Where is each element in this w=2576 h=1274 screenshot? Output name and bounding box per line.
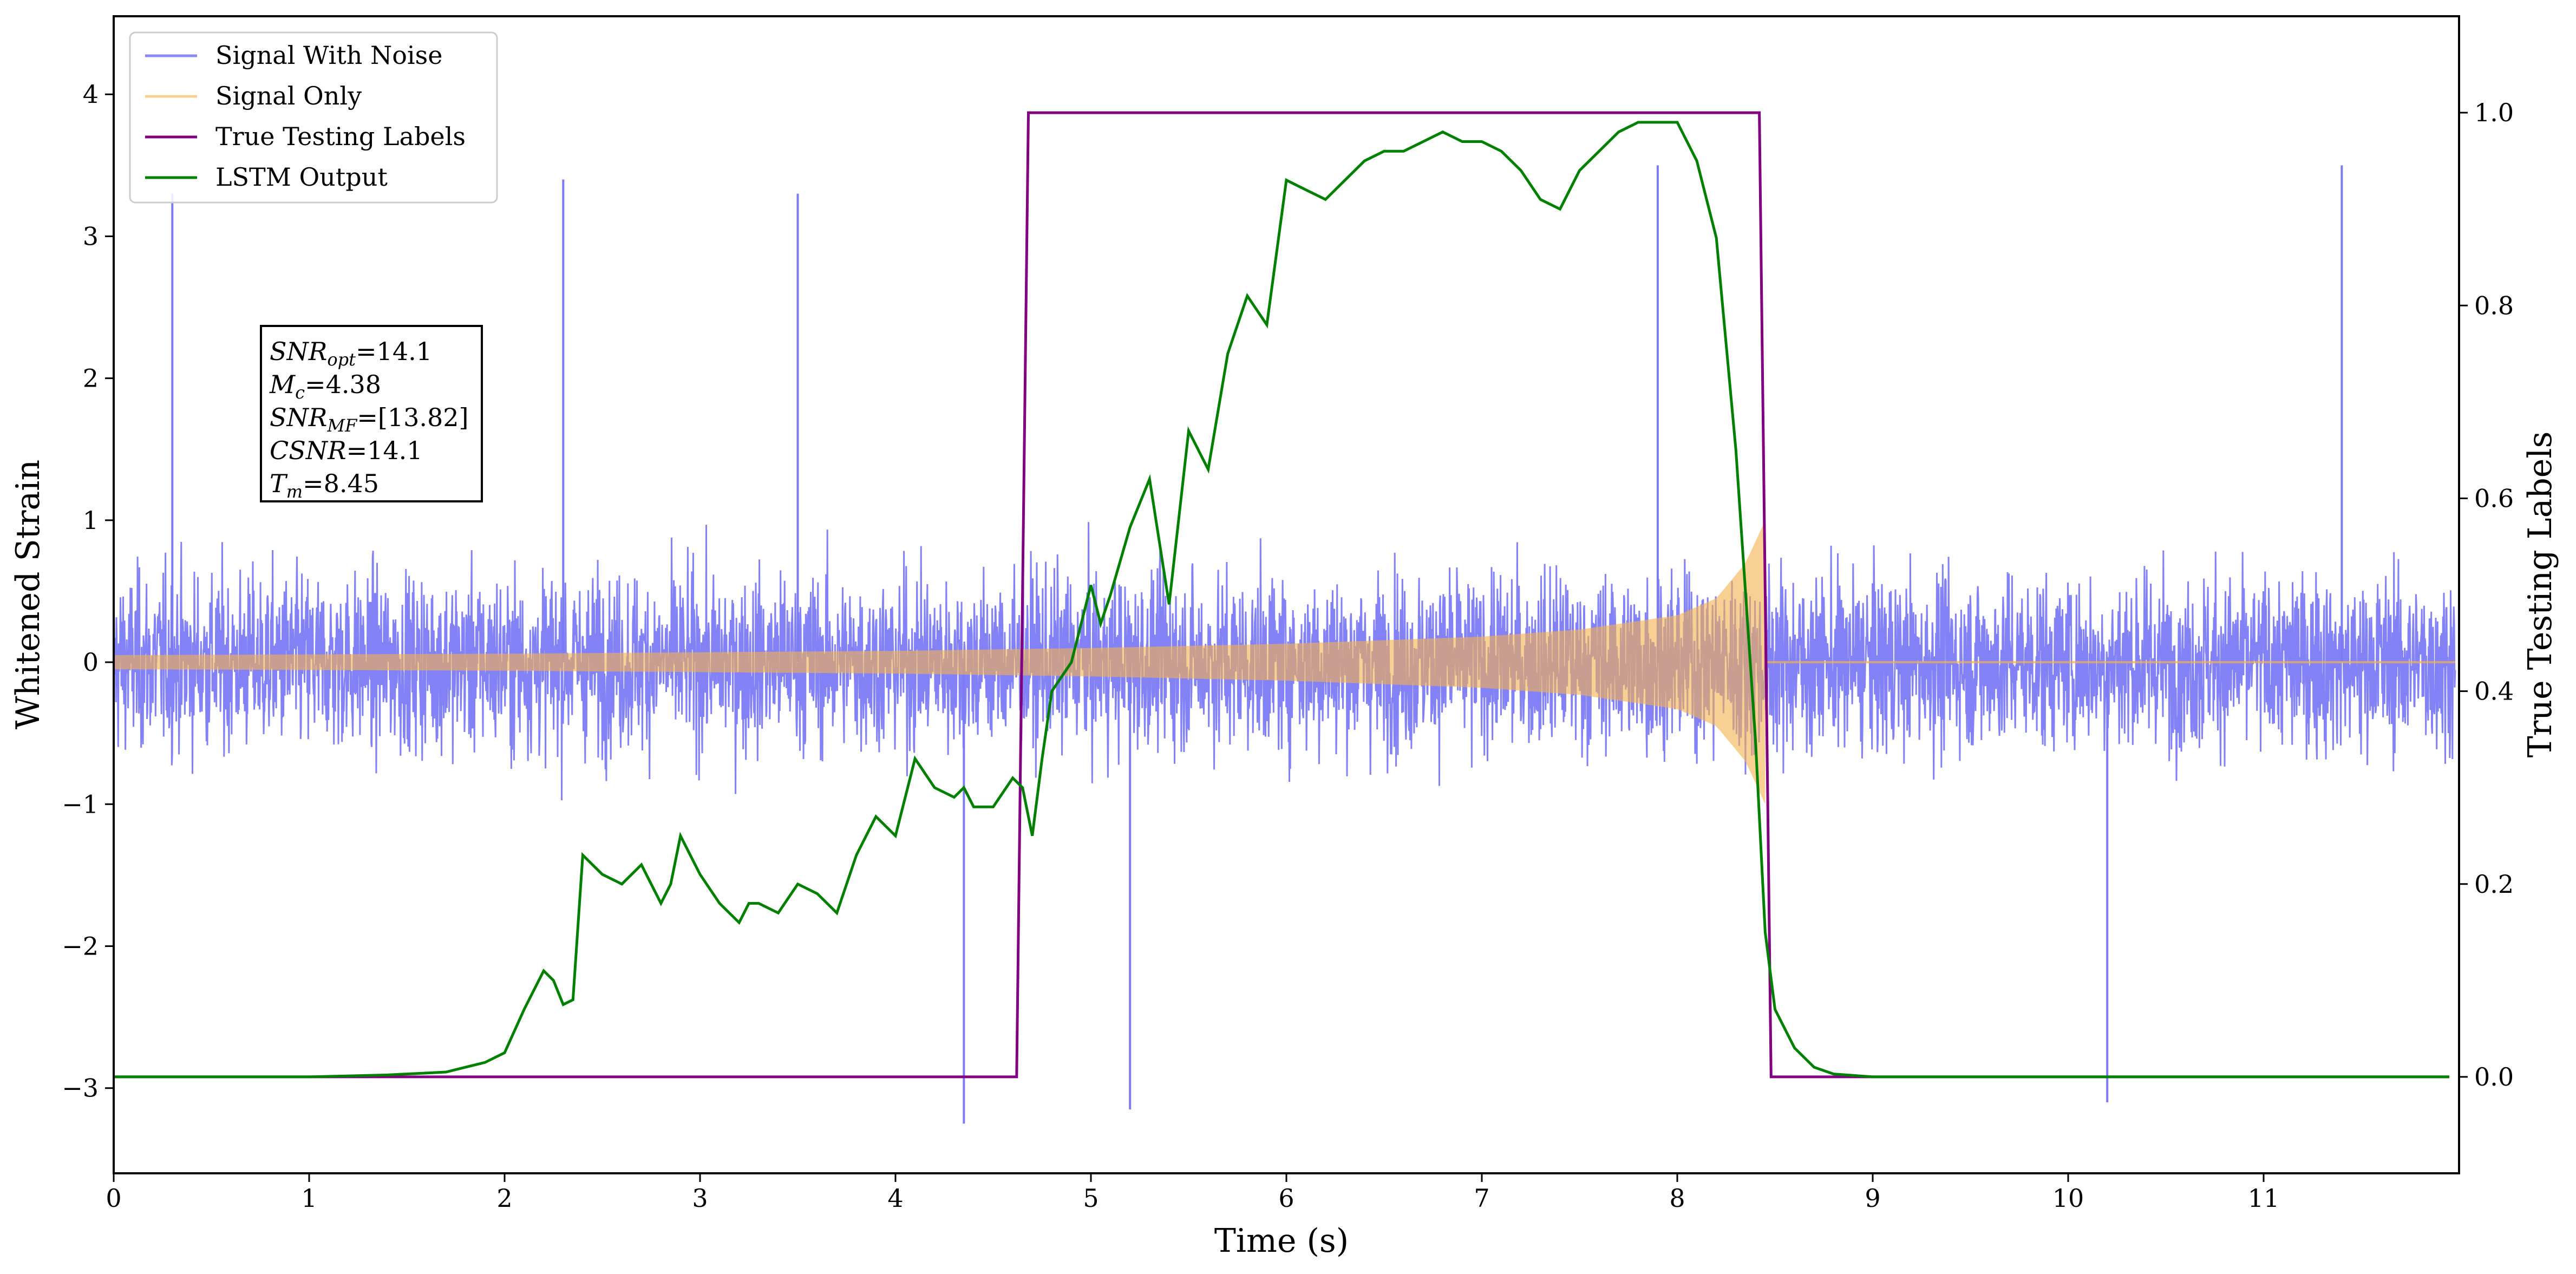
x-tick-label: 7: [1474, 1184, 1489, 1213]
y-tick-label: 1: [83, 506, 99, 535]
plot-area: [114, 111, 2456, 1124]
annotation-frame: [260, 325, 483, 502]
lstm-output-line: [114, 121, 2449, 1079]
y-tick-label: 3: [83, 221, 99, 251]
legend-label-lstm-output: LSTM Output: [215, 162, 388, 192]
y-tick-label: 0: [83, 648, 99, 677]
y-axis-right: 0.0 0.2 0.4 0.6 0.8 1.0: [2459, 98, 2514, 1092]
y2-tick-label: 1.0: [2474, 98, 2514, 127]
x-tick-label: 2: [496, 1184, 512, 1213]
annotation-line: Mc=4.38: [269, 370, 381, 403]
y-tick-label: −2: [62, 931, 99, 961]
x-axis: 0 1 2 3 4 5 6 7 8 9 10 11: [106, 1173, 2279, 1213]
y2-axis-label: True Testing Labels: [2521, 432, 2559, 758]
x-tick-label: 6: [1278, 1184, 1294, 1213]
y-tick-label: −1: [62, 789, 99, 819]
legend-label-signal-with-noise: Signal With Noise: [215, 41, 442, 70]
legend-label-signal-only: Signal Only: [215, 81, 362, 110]
series-lstm-output: [114, 121, 2449, 1079]
y-axis-left: −3 −2 −1 0 1 2 3 4: [62, 80, 114, 1103]
x-tick-label: 10: [2052, 1184, 2084, 1213]
x-axis-label: Time (s): [1214, 1222, 1349, 1260]
y2-tick-label: 0.8: [2474, 291, 2514, 320]
signal-only-band: [114, 520, 1766, 805]
x-tick-label: 4: [887, 1184, 903, 1213]
y-tick-label: 2: [83, 364, 99, 393]
x-tick-label: 8: [1669, 1184, 1685, 1213]
x-tick-label: 3: [692, 1184, 708, 1213]
annotation-line: Tm=8.45: [270, 469, 379, 502]
legend: Signal With Noise Signal Only True Testi…: [129, 31, 498, 204]
annotation-line: SNRopt=14.1: [270, 337, 432, 370]
y-tick-label: 4: [83, 80, 99, 109]
annotation-box: SNRopt=14.1Mc=4.38SNRMF=[13.82]CSNR=14.1…: [260, 325, 483, 502]
y2-tick-label: 0.6: [2474, 484, 2514, 513]
annotation-line: CSNR=14.1: [270, 436, 423, 465]
annotation-line: SNRMF=[13.82]: [270, 403, 469, 436]
x-tick-label: 1: [301, 1184, 317, 1213]
x-tick-label: 9: [1865, 1184, 1880, 1213]
y2-tick-label: 0.2: [2474, 870, 2514, 899]
y2-tick-label: 0.4: [2474, 677, 2514, 706]
legend-label-true-testing-labels: True Testing Labels: [215, 122, 466, 151]
x-tick-label: 11: [2248, 1184, 2280, 1213]
legend-box: [129, 31, 498, 204]
x-tick-label: 5: [1083, 1184, 1099, 1213]
y-axis-label: Whitened Strain: [9, 460, 47, 729]
x-tick-label: 0: [106, 1184, 121, 1213]
y-tick-label: −3: [62, 1074, 99, 1103]
series-signal-only: [114, 520, 2455, 805]
y2-tick-label: 0.0: [2474, 1062, 2514, 1092]
